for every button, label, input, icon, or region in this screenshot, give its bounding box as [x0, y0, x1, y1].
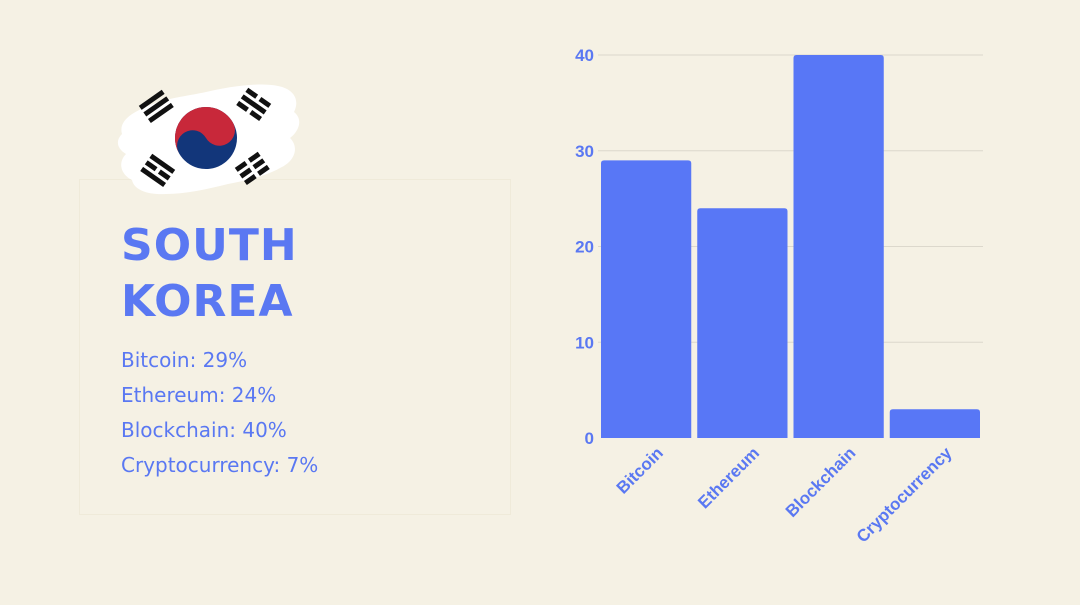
info-card [79, 179, 511, 515]
stat-cryptocurrency: Cryptocurrency: 7% [121, 453, 319, 477]
bar [697, 208, 788, 438]
bar-chart: 0 10 20 30 40 Bitcoin Ethereum BlockchainCrypto… [575, 46, 983, 546]
stat-ethereum: Ethereum: 24% [121, 383, 277, 407]
bar [601, 160, 692, 438]
y-tick-label: 0 [585, 429, 594, 448]
y-tick-label: 10 [575, 333, 594, 352]
x-tick-label: Blockchain [782, 443, 860, 521]
x-tick-label: Cryptocurrency [853, 443, 956, 546]
south-korea-flag-icon [117, 84, 300, 195]
bar [793, 55, 884, 438]
country-title: SOUTH KOREA [121, 218, 298, 330]
x-tick-label: Ethereum [694, 443, 763, 512]
stats-list: Bitcoin: 29% Ethereum: 24% Blockchain: 4… [121, 343, 318, 483]
x-tick-label: Bitcoin [613, 443, 667, 497]
stat-bitcoin: Bitcoin: 29% [121, 348, 248, 372]
country-title-line-2: KOREA [121, 276, 294, 327]
y-tick-label: 40 [575, 46, 594, 65]
y-tick-label: 30 [575, 142, 594, 161]
stat-blockchain: Blockchain: 40% [121, 418, 287, 442]
bar [889, 409, 980, 438]
y-tick-label: 20 [575, 238, 594, 257]
country-title-line-1: SOUTH [121, 220, 298, 271]
